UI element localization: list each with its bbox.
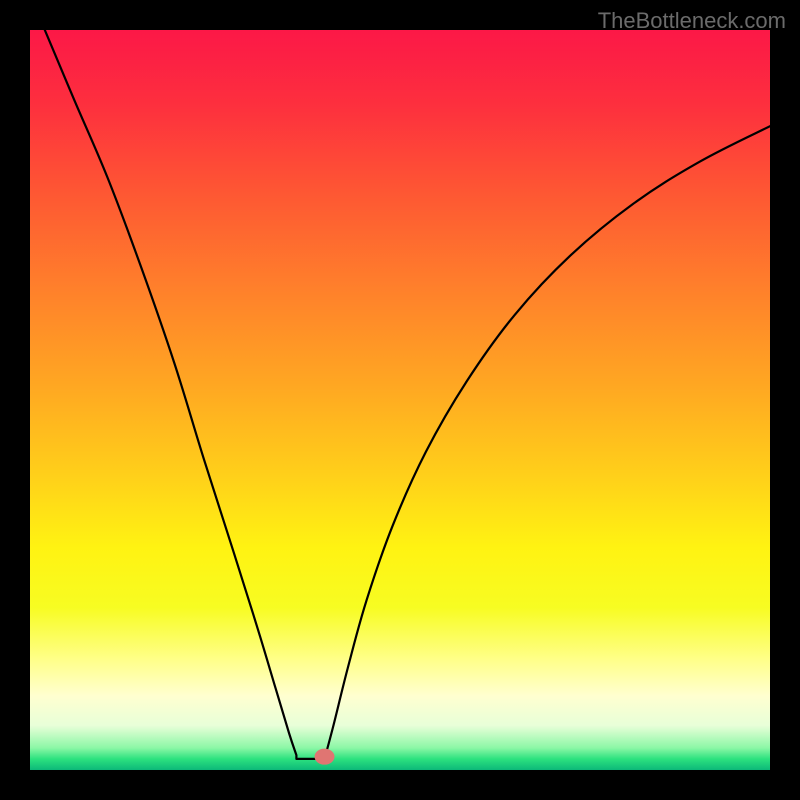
plot-area	[30, 30, 770, 770]
chart-container: TheBottleneck.com	[0, 0, 800, 800]
watermark-label: TheBottleneck.com	[598, 8, 786, 34]
bottleneck-chart-svg	[30, 30, 770, 770]
